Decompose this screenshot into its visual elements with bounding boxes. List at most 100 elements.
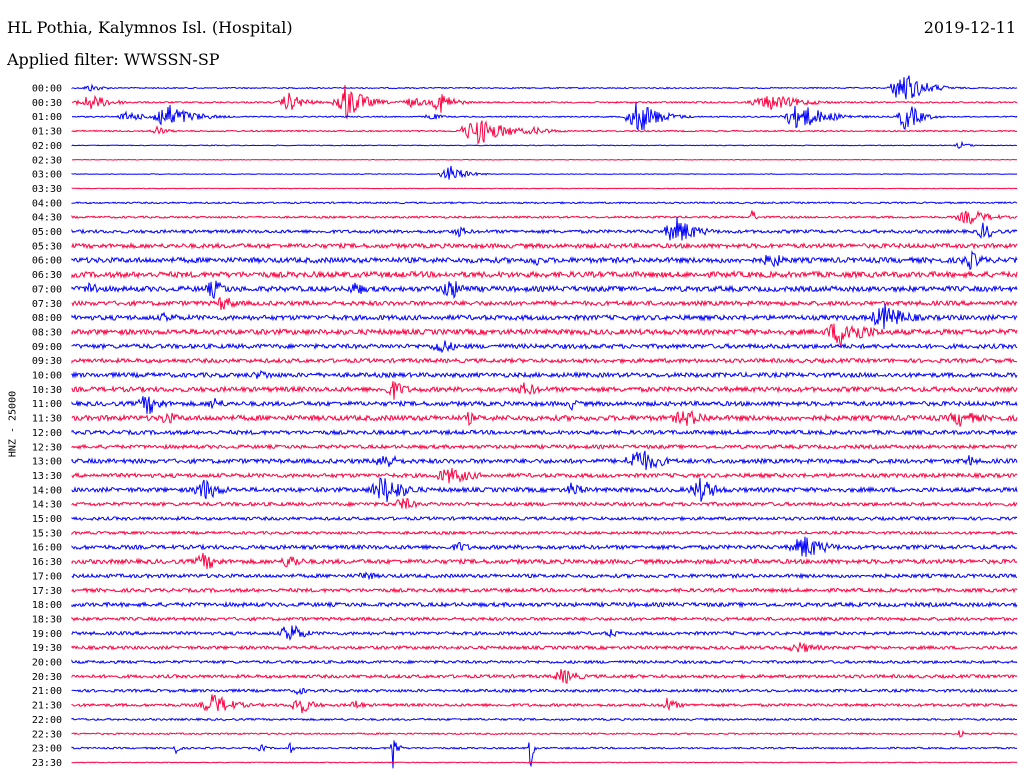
seismic-trace (71, 84, 1018, 120)
seismic-trace (71, 530, 1018, 536)
seismic-trace (71, 450, 1018, 471)
seismic-trace (71, 729, 1018, 738)
seismic-trace (71, 497, 1018, 509)
row-time-label: 02:00 (32, 141, 62, 152)
seismic-trace (71, 669, 1018, 684)
seismic-trace (71, 642, 1018, 653)
seismic-trace (71, 323, 1018, 347)
row-time-label: 23:30 (32, 758, 62, 769)
row-time-label: 21:30 (32, 701, 62, 712)
record-date: 2019-12-11 (923, 18, 1016, 37)
row-time-label: 10:00 (32, 371, 62, 382)
row-time-label: 12:00 (32, 428, 62, 439)
seismic-trace (71, 216, 1018, 241)
filter-label: Applied filter: WWSSN-SP (7, 50, 220, 69)
seismic-trace (71, 120, 1018, 145)
seismic-trace (71, 102, 1018, 132)
seismic-trace (71, 396, 1018, 414)
row-time-label: 00:00 (32, 84, 62, 95)
row-label-group: 00:00 00:30 01:00 01:30 02:00 02:30 03:00 03:30… (32, 84, 62, 769)
row-time-label: 15:00 (32, 514, 62, 525)
seismic-trace (71, 717, 1017, 722)
seismic-trace (71, 740, 1018, 769)
row-time-label: 01:00 (32, 112, 62, 123)
seismic-trace (71, 165, 1018, 180)
row-time-label: 14:30 (32, 500, 62, 511)
row-time-label: 11:00 (32, 399, 62, 410)
row-time-label: 16:30 (32, 557, 62, 568)
row-time-label: 08:30 (32, 327, 62, 338)
row-time-label: 16:00 (32, 543, 62, 554)
row-time-label: 17:30 (32, 586, 62, 597)
row-time-label: 17:00 (32, 571, 62, 582)
seismic-trace (71, 250, 1018, 271)
seismic-trace (71, 428, 1018, 437)
seismic-trace (71, 241, 1018, 250)
seismic-trace (71, 624, 1018, 641)
row-time-label: 20:00 (32, 658, 62, 669)
row-time-label: 09:00 (32, 342, 62, 353)
row-time-label: 21:00 (32, 686, 62, 697)
seismic-trace (71, 600, 1018, 609)
row-time-label: 19:00 (32, 629, 62, 640)
row-time-label: 18:30 (32, 614, 62, 625)
seismic-trace (71, 694, 1018, 714)
seismic-trace (71, 370, 1018, 380)
row-time-label: 12:30 (32, 442, 62, 453)
seismic-trace (71, 209, 1018, 225)
seismic-trace (71, 477, 1018, 503)
row-time-label: 14:00 (32, 485, 62, 496)
row-time-label: 01:30 (32, 127, 62, 138)
seismic-trace (71, 659, 1018, 665)
row-time-label: 07:00 (32, 284, 62, 295)
seismic-trace (71, 536, 1018, 557)
seismic-trace (71, 687, 1018, 696)
seismic-trace (71, 340, 1018, 354)
seismic-trace (71, 571, 1018, 581)
row-time-label: 03:30 (32, 184, 62, 195)
seismic-trace (71, 280, 1018, 300)
row-time-label: 19:30 (32, 643, 62, 654)
seismic-trace (71, 303, 1018, 330)
row-time-label: 07:30 (32, 299, 62, 310)
seismic-trace (71, 409, 1018, 427)
row-time-label: 03:00 (32, 170, 62, 181)
row-time-label: 04:30 (32, 213, 62, 224)
station-title: HL Pothia, Kalymnos Isl. (Hospital) (7, 18, 293, 37)
seismic-trace (71, 552, 1018, 569)
row-time-label: 05:30 (32, 241, 62, 252)
seismic-trace (71, 201, 1018, 205)
row-time-label: 06:00 (32, 256, 62, 267)
seismic-trace (71, 75, 1018, 100)
seismic-trace (71, 467, 1018, 484)
seismic-trace (71, 380, 1018, 400)
row-time-label: 02:30 (32, 155, 62, 166)
row-time-label: 13:00 (32, 457, 62, 468)
trace-group (71, 75, 1018, 769)
row-time-label: 05:00 (32, 227, 62, 238)
seismic-trace (71, 515, 1018, 522)
seismic-trace (71, 158, 1018, 161)
row-time-label: 13:30 (32, 471, 62, 482)
seismic-trace (71, 269, 1018, 280)
seismic-trace (71, 296, 1018, 310)
seismic-trace (71, 761, 1018, 764)
row-time-label: 22:30 (32, 729, 62, 740)
row-time-label: 06:30 (32, 270, 62, 281)
row-time-label: 04:00 (32, 198, 62, 209)
row-time-label: 22:00 (32, 715, 62, 726)
seismic-trace (71, 356, 1018, 365)
seismic-trace (71, 616, 1018, 623)
seismic-trace (71, 586, 1018, 594)
row-time-label: 15:30 (32, 528, 62, 539)
row-time-label: 20:30 (32, 672, 62, 683)
row-time-label: 23:00 (32, 744, 62, 755)
seismic-trace (71, 187, 1018, 190)
seismic-trace (71, 443, 1018, 451)
row-time-label: 18:00 (32, 600, 62, 611)
row-time-label: 08:00 (32, 313, 62, 324)
row-time-label: 10:30 (32, 385, 62, 396)
row-time-label: 09:30 (32, 356, 62, 367)
row-time-label: 11:30 (32, 414, 62, 425)
